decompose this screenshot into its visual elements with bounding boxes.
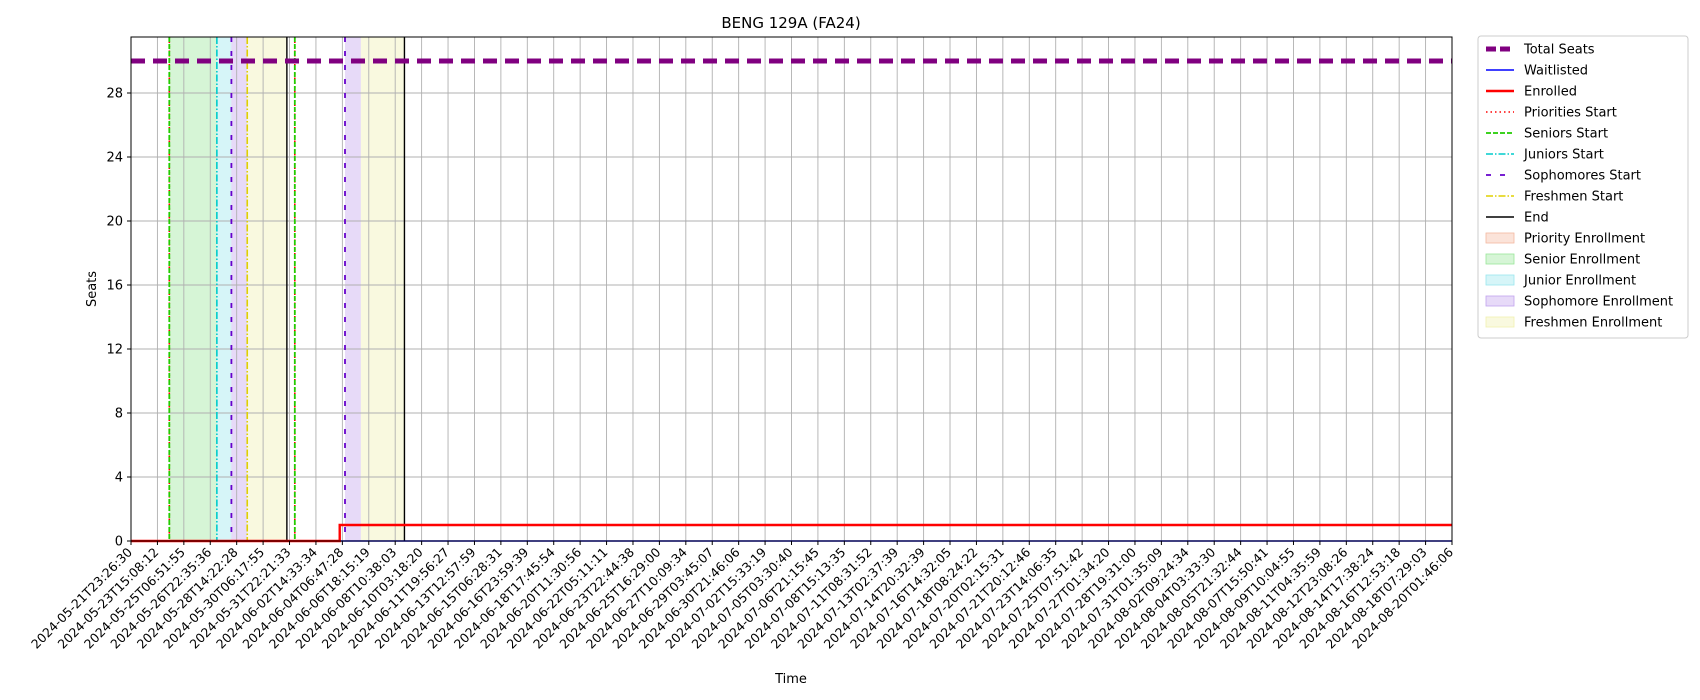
y-tick-label: 28 <box>106 87 123 102</box>
legend-label-sophomores-start: Sophomores Start <box>1524 169 1641 184</box>
chart-title: BENG 129A (FA24) <box>721 14 860 32</box>
plot-area: 04812162024282024-05-21T23:26:302024-05-… <box>28 36 1456 652</box>
y-axis-label: Seats <box>85 271 100 307</box>
region-sophomore-enrollment-1 <box>345 37 361 541</box>
y-tick-label: 16 <box>106 279 123 294</box>
y-tick-label: 12 <box>106 343 123 358</box>
legend-swatch-senior-enrollment <box>1485 253 1515 265</box>
legend-label-junior-enrollment: Junior Enrollment <box>1523 274 1636 289</box>
legend-label-freshmen-start: Freshmen Start <box>1524 190 1623 205</box>
y-tick-label: 24 <box>106 151 123 166</box>
legend: Total Seats Waitlisted Enrolled Priorities … <box>1477 35 1689 339</box>
legend-label-end: End <box>1524 211 1549 226</box>
legend-box <box>1477 35 1689 339</box>
y-tick-label: 0 <box>115 535 123 550</box>
legend-label-total-seats: Total Seats <box>1523 43 1595 58</box>
region-freshmen-enrollment-0 <box>247 37 287 541</box>
legend-swatch-junior-enrollment <box>1485 274 1515 286</box>
legend-label-freshmen-enrollment: Freshmen Enrollment <box>1524 316 1662 331</box>
legend-label-seniors-start: Seniors Start <box>1524 127 1608 142</box>
legend-label-senior-enrollment: Senior Enrollment <box>1524 253 1640 268</box>
legend-label-enrolled: Enrolled <box>1524 85 1577 100</box>
legend-label-waitlisted: Waitlisted <box>1524 64 1588 79</box>
region-freshmen-enrollment-1 <box>360 37 405 541</box>
x-axis-label: Time <box>774 672 807 687</box>
y-tick-label: 4 <box>115 471 123 486</box>
region-senior-enrollment-0 <box>169 37 217 541</box>
legend-label-priority-enrollment: Priority Enrollment <box>1524 232 1645 247</box>
region-junior-enrollment-0 <box>216 37 232 541</box>
legend-swatch-sophomore-enrollment <box>1485 295 1515 307</box>
legend-label-sophomore-enrollment: Sophomore Enrollment <box>1524 295 1673 310</box>
y-tick-label: 20 <box>106 215 123 230</box>
legend-swatch-freshmen-enrollment <box>1485 316 1515 328</box>
legend-label-priorities-start: Priorities Start <box>1524 106 1617 121</box>
y-tick-label: 8 <box>115 407 123 422</box>
legend-label-juniors-start: Juniors Start <box>1523 148 1604 163</box>
region-sophomore-enrollment-0 <box>231 37 248 541</box>
legend-swatch-priority-enrollment <box>1485 232 1515 244</box>
